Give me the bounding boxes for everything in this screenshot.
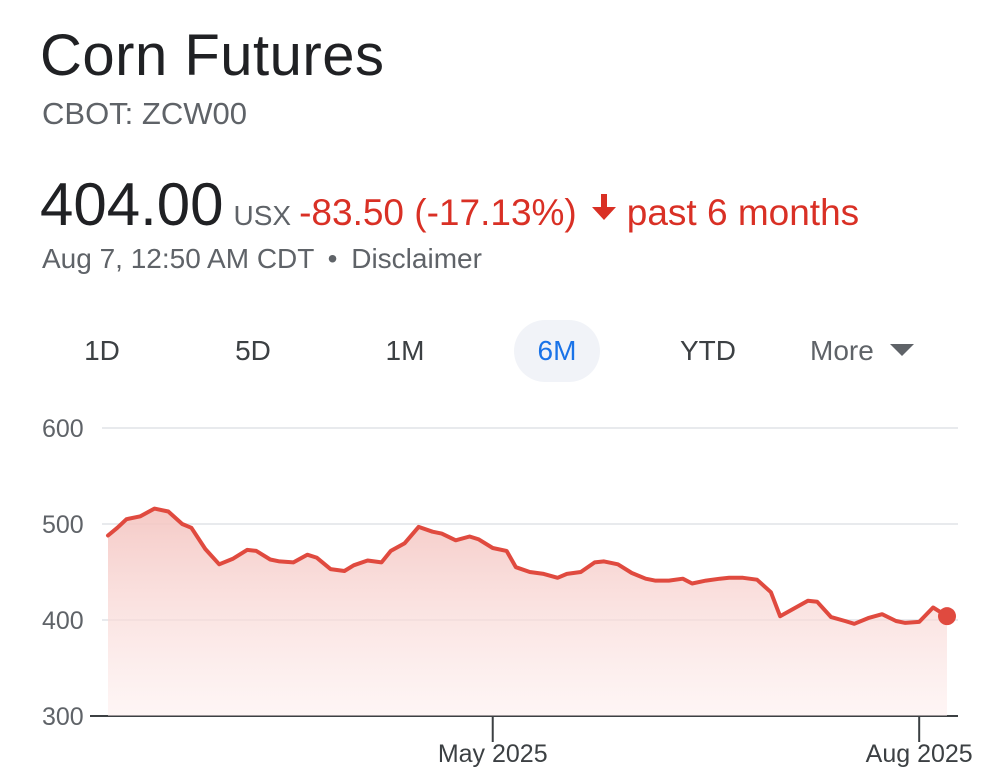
x-axis: May 2025 Aug 2025 xyxy=(438,716,973,768)
tab-1d[interactable]: 1D xyxy=(84,335,120,366)
y-tick-label: 300 xyxy=(42,703,84,731)
tab-6m[interactable]: 6M xyxy=(514,320,600,382)
more-label: More xyxy=(810,335,874,366)
more-dropdown[interactable]: More xyxy=(810,320,914,382)
tab-1m[interactable]: 1M xyxy=(385,335,425,366)
price-chart: 600 500 400 300 May 2025 Aug 2025 xyxy=(42,415,973,768)
price-area-fill xyxy=(108,508,947,716)
separator-dot: • xyxy=(327,243,338,274)
x-tick-label: May 2025 xyxy=(438,740,548,768)
range-tabs: 1D 5D 1M 6M YTD More xyxy=(0,320,1000,382)
currency-label: USX xyxy=(233,200,292,231)
y-tick-label: 400 xyxy=(42,607,84,635)
arrow-down-icon xyxy=(589,192,619,222)
price-series-line xyxy=(106,506,949,626)
change-period: past 6 months xyxy=(626,192,860,233)
quote-timestamp: Aug 7, 12:50 AM CDT xyxy=(42,243,314,274)
page-title: Corn Futures xyxy=(40,23,385,88)
ticker-symbol: CBOT: ZCW00 xyxy=(42,96,247,131)
quote-row: 404.00 USX -83.50 (-17.13%) past 6 month… xyxy=(40,170,859,239)
y-tick-label: 600 xyxy=(42,415,84,443)
x-tick-label: Aug 2025 xyxy=(866,740,973,768)
caret-down-icon xyxy=(889,344,914,356)
y-tick-label: 500 xyxy=(42,511,84,539)
last-price-marker xyxy=(938,607,956,626)
price-change: -83.50 (-17.13%) xyxy=(299,192,577,233)
tab-5d[interactable]: 5D xyxy=(235,335,271,366)
current-price: 404.00 xyxy=(40,171,224,238)
y-axis-ticks: 600 500 400 300 xyxy=(42,415,84,731)
disclaimer-link[interactable]: Disclaimer xyxy=(351,243,482,274)
quote-meta: Aug 7, 12:50 AM CDT • Disclaimer xyxy=(42,243,482,275)
tab-ytd[interactable]: YTD xyxy=(680,335,736,366)
